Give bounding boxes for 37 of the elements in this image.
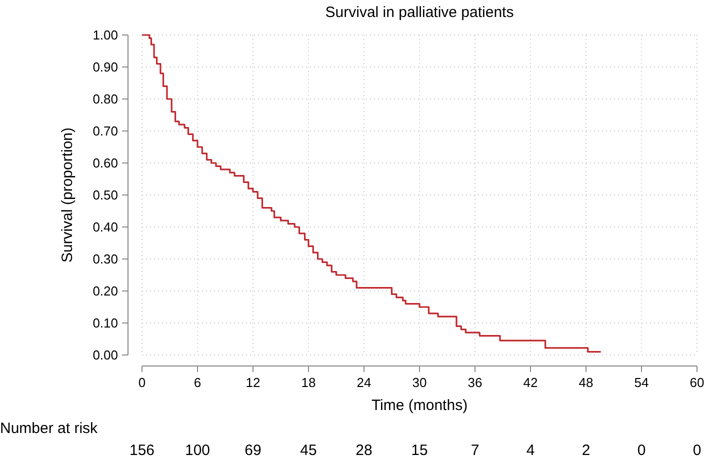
x-tick-label: 24 — [356, 375, 372, 390]
text: 2 — [582, 442, 590, 459]
x-tick-label: 6 — [194, 375, 202, 390]
text: 15 — [411, 442, 428, 459]
text: 69 — [244, 442, 262, 459]
y-tick-label: 1.00 — [92, 28, 118, 42]
text: 0 — [692, 442, 702, 459]
x-tick-label: 54 — [634, 375, 649, 390]
x-tick-label: 30 — [412, 375, 427, 390]
x-axis-title: Time (months) — [371, 397, 468, 414]
text: 28 — [356, 442, 372, 459]
y-tick-label: 0.60 — [92, 156, 118, 170]
x-tick-label: 12 — [246, 375, 260, 390]
text: 7 — [470, 442, 480, 459]
y-tick-label: 0.10 — [92, 316, 118, 330]
text: 0 — [637, 442, 646, 459]
text: 4 — [526, 442, 535, 459]
y-tick-label: 0.00 — [92, 348, 118, 362]
y-tick-label: 0.90 — [92, 60, 118, 74]
x-tick-label: 36 — [468, 375, 482, 390]
x-tick-label: 48 — [578, 375, 594, 390]
y-tick-label: 0.50 — [92, 188, 118, 202]
y-tick-label: 0.40 — [92, 220, 118, 234]
y-tick-label: 0.80 — [92, 92, 118, 106]
y-tick-label: 0.30 — [92, 252, 118, 266]
y-tick-label: 0.70 — [92, 124, 118, 138]
y-axis-title: Survival (proportion) — [59, 127, 76, 263]
chart-title: Survival in palliative patients — [325, 4, 514, 21]
x-tick-label: 18 — [301, 375, 316, 390]
x-tick-label: 0 — [138, 375, 146, 390]
text: 156 — [129, 442, 155, 459]
text: 45 — [300, 442, 317, 459]
y-tick-label: 0.20 — [92, 284, 118, 298]
text: Number at risk — [0, 420, 98, 437]
x-tick-label: 42 — [523, 375, 538, 390]
text: 100 — [184, 442, 210, 459]
x-tick-label: 60 — [690, 375, 704, 390]
